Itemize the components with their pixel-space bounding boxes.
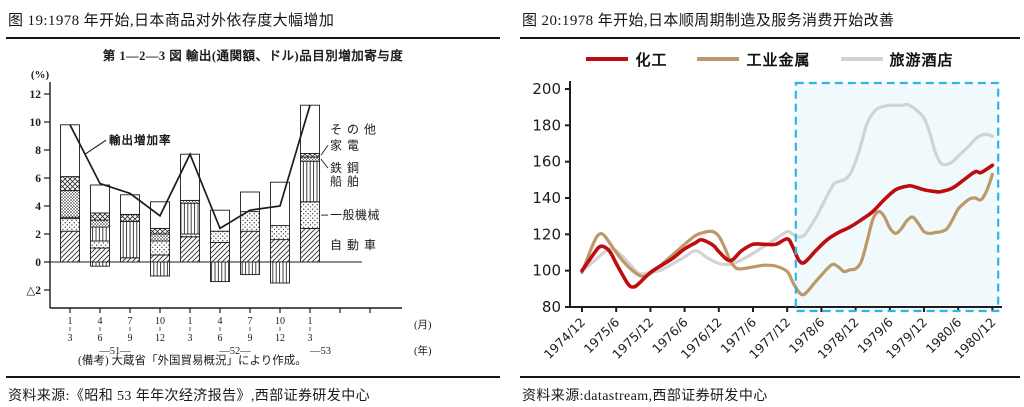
svg-text:6: 6 xyxy=(98,333,103,344)
svg-text:10: 10 xyxy=(155,316,165,327)
figure-19-source: 资料来源:《昭和 53 年年次经济报告》,西部证券研发中心 xyxy=(8,388,370,404)
svg-text:12: 12 xyxy=(30,89,42,101)
svg-text:12: 12 xyxy=(275,333,285,344)
svg-text:9: 9 xyxy=(128,333,133,344)
svg-text:1: 1 xyxy=(308,316,313,327)
figure-20-source: 资料来源:datastream,西部证券研发中心 xyxy=(522,388,768,404)
svg-text:その他: その他 xyxy=(330,122,381,136)
svg-text:160: 160 xyxy=(532,153,561,171)
legend-swatch-chemicals xyxy=(586,57,629,61)
figure-19-source-row: 资料来源:《昭和 53 年年次经济报告》,西部证券研发中心 xyxy=(6,376,500,405)
legend-item-chemicals: 化工 xyxy=(586,49,667,70)
svg-text:12: 12 xyxy=(155,333,165,344)
svg-text:200: 200 xyxy=(532,80,561,98)
svg-text:自動車: 自動車 xyxy=(330,238,381,252)
svg-text:―53: ―53 xyxy=(309,346,331,357)
source-divider xyxy=(6,376,500,378)
legend-label-industrial-metals: 工业金属 xyxy=(746,52,811,69)
svg-text:―52―: ―52― xyxy=(218,346,251,357)
svg-text:(%): (%) xyxy=(31,69,50,81)
svg-text:一般機械: 一般機械 xyxy=(330,207,380,222)
svg-text:6: 6 xyxy=(35,173,41,185)
svg-text:鉄鋼: 鉄鋼 xyxy=(330,160,364,175)
svg-text:7: 7 xyxy=(128,316,133,327)
svg-text:140: 140 xyxy=(532,189,561,207)
source-divider xyxy=(520,376,1020,378)
title-divider xyxy=(520,37,1020,39)
svg-text:輸出増加率: 輸出増加率 xyxy=(109,133,172,147)
svg-text:1974/12: 1974/12 xyxy=(541,315,588,362)
svg-text:家電: 家電 xyxy=(330,137,364,152)
svg-text:180: 180 xyxy=(532,116,561,134)
legend-swatch-industrial-metals xyxy=(697,57,740,61)
svg-text:4: 4 xyxy=(218,316,223,327)
figure-19-panel: 图 19:1978 年开始,日本商品对外依存度大幅增加 第 1―2―3 図 輸出… xyxy=(6,8,500,404)
figure-20-content: 化工 工业金属 旅游酒店 200 180 160 140 120 100 80 1974/12… xyxy=(520,39,1020,371)
chart-legend: 化工 工业金属 旅游酒店 xyxy=(520,39,1020,75)
svg-text:8: 8 xyxy=(35,145,41,157)
svg-text:0: 0 xyxy=(35,257,41,269)
svg-text:10: 10 xyxy=(30,117,42,129)
svg-text:2: 2 xyxy=(35,229,41,241)
jp-export-contribution-chart: 12 10 8 6 4 2 0 △2 (%) 輸出増加率 1 3 4 6 7 9 10 12 1 3 4 6 7 9 10 12 1… xyxy=(26,69,432,357)
svg-text:―51―: ―51― xyxy=(98,346,131,357)
svg-text:1: 1 xyxy=(68,316,73,327)
svg-text:3: 3 xyxy=(188,333,193,344)
legend-swatch-travel-hotels xyxy=(840,57,883,61)
svg-text:7: 7 xyxy=(248,316,253,327)
figure-20-title: 图 20:1978 年开始,日本顺周期制造及服务消费开始改善 xyxy=(522,13,895,29)
svg-text:3: 3 xyxy=(68,333,73,344)
jp-chart-title: 第 1―2―3 図 輸出(通関額、ドル)品目別増加寄与度 xyxy=(102,49,404,63)
svg-text:3: 3 xyxy=(308,333,313,344)
figure-20-panel: 图 20:1978 年开始,日本顺周期制造及服务消费开始改善 化工 工业金属 旅… xyxy=(520,8,1020,404)
svg-text:(年): (年) xyxy=(414,344,432,357)
sector-performance-chart: 200180160140120100801974/121975/61975/12… xyxy=(532,80,1002,362)
figure-20-source-row: 资料来源:datastream,西部证券研发中心 xyxy=(520,376,1020,405)
svg-text:100: 100 xyxy=(532,262,561,280)
svg-text:4: 4 xyxy=(35,201,41,213)
title-divider xyxy=(6,37,500,39)
figure-19-title: 图 19:1978 年开始,日本商品对外依存度大幅增加 xyxy=(8,13,335,29)
legend-label-chemicals: 化工 xyxy=(635,52,668,69)
figure-19-content: 第 1―2―3 図 輸出(通関額、ドル)品目別増加寄与度 12 10 8 6 4 2 0 △2… xyxy=(6,39,500,371)
svg-text:10: 10 xyxy=(275,316,285,327)
legend-item-travel-hotels: 旅游酒店 xyxy=(840,49,954,70)
svg-text:(月): (月) xyxy=(414,319,432,331)
svg-text:9: 9 xyxy=(248,333,253,344)
svg-text:4: 4 xyxy=(98,316,103,327)
svg-text:6: 6 xyxy=(218,333,223,344)
svg-text:80: 80 xyxy=(542,298,561,316)
legend-label-travel-hotels: 旅游酒店 xyxy=(889,52,954,69)
jp-chart-note: (備考) 大蔵省「外国貿易概況」により作成。 xyxy=(78,355,307,367)
svg-text:船舶: 船舶 xyxy=(330,174,364,189)
legend-item-industrial-metals: 工业金属 xyxy=(697,49,810,70)
svg-text:120: 120 xyxy=(532,225,561,243)
svg-text:1: 1 xyxy=(188,316,193,327)
svg-text:△2: △2 xyxy=(26,285,41,297)
